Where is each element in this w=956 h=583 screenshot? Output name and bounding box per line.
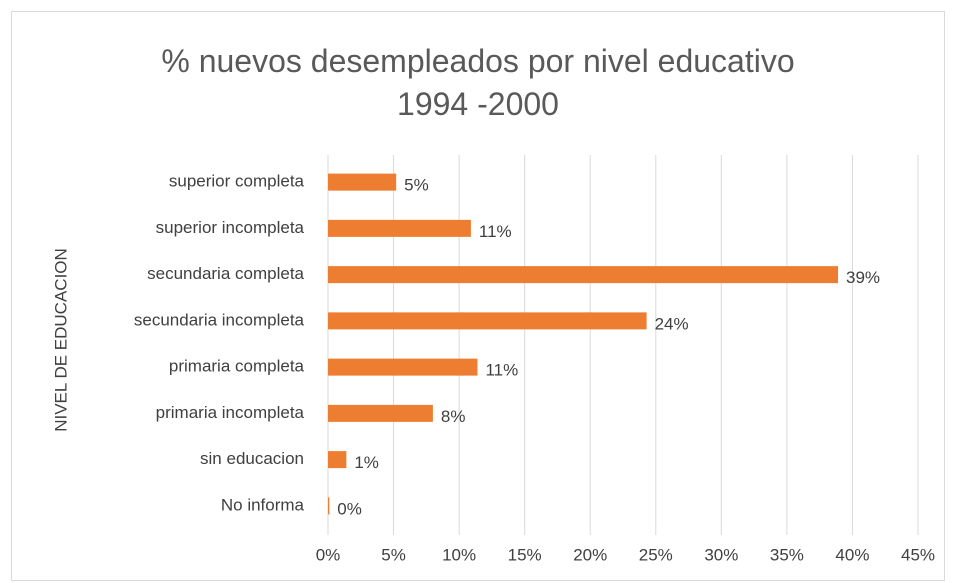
x-tick-label: 45%	[901, 545, 935, 564]
data-label: 11%	[485, 361, 518, 380]
bar	[328, 219, 471, 237]
y-tick-label: superior completa	[169, 172, 305, 191]
data-label: 39%	[846, 268, 880, 287]
bar	[328, 451, 347, 469]
y-tick-label: superior incompleta	[156, 218, 305, 237]
y-tick-label: No informa	[221, 495, 305, 514]
x-tick-label: 10%	[442, 545, 476, 564]
x-tick-label: 5%	[381, 545, 406, 564]
y-axis-label: NIVEL DE EDUCACION	[51, 248, 70, 432]
data-label: 8%	[441, 407, 466, 426]
chart-frame	[11, 11, 945, 581]
data-label: 24%	[655, 314, 689, 333]
y-tick-label: sin educacion	[200, 449, 304, 468]
bar	[328, 404, 433, 422]
x-tick-label: 25%	[639, 545, 673, 564]
x-tick-label: 35%	[770, 545, 804, 564]
y-tick-label: primaria completa	[169, 357, 305, 376]
x-tick-label: 20%	[573, 545, 607, 564]
bar	[328, 497, 330, 515]
chart-title: % nuevos desempleados por nivel educativ…	[161, 43, 795, 122]
x-tick-label: 30%	[704, 545, 738, 564]
x-tick-label: 0%	[316, 545, 341, 564]
data-label: 1%	[354, 453, 379, 472]
bar	[328, 358, 478, 376]
x-tick-label: 15%	[508, 545, 542, 564]
bar	[328, 266, 839, 284]
x-tick-label: 40%	[835, 545, 869, 564]
data-label: 11%	[479, 222, 512, 241]
bar	[328, 312, 647, 330]
y-tick-label: secundaria completa	[147, 264, 304, 283]
y-tick-label: secundaria incompleta	[134, 310, 305, 329]
y-tick-label: primaria incompleta	[156, 403, 305, 422]
data-label: 5%	[404, 176, 429, 195]
bar	[328, 173, 397, 191]
data-label: 0%	[337, 499, 362, 518]
